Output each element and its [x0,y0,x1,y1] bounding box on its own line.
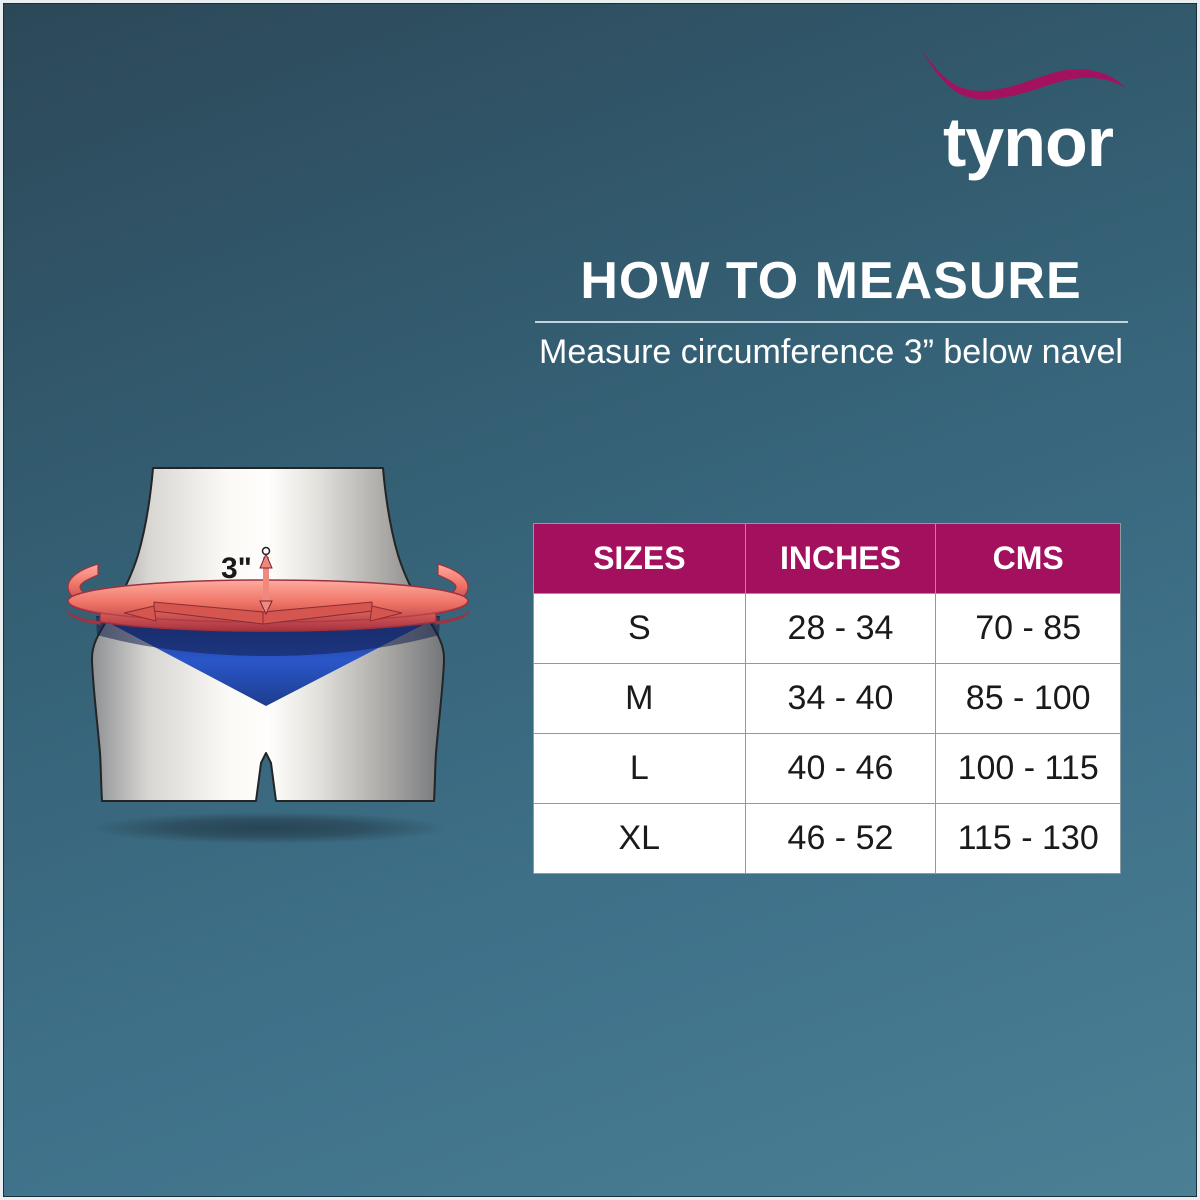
svg-text:3": 3" [221,552,252,585]
